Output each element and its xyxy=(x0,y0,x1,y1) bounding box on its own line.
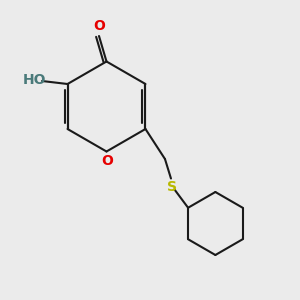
Text: HO: HO xyxy=(23,73,46,86)
Text: O: O xyxy=(93,20,105,33)
Text: O: O xyxy=(101,154,113,168)
Text: S: S xyxy=(167,180,177,194)
